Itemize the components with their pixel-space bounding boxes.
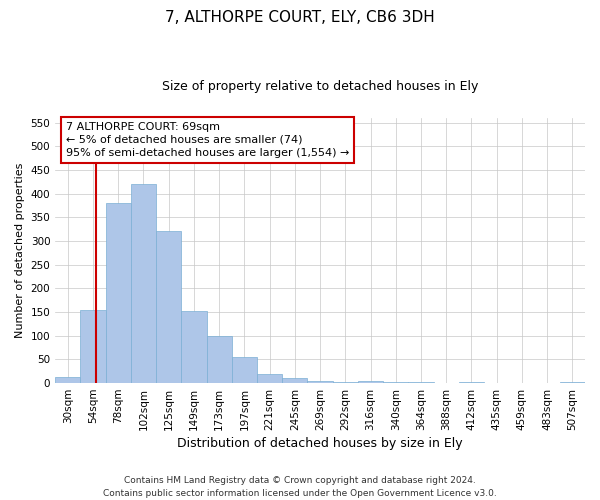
Bar <box>459 382 484 383</box>
Bar <box>332 382 358 383</box>
Bar <box>232 357 257 383</box>
Bar <box>181 311 206 383</box>
Bar <box>282 378 307 383</box>
Text: 7 ALTHORPE COURT: 69sqm
← 5% of detached houses are smaller (74)
95% of semi-det: 7 ALTHORPE COURT: 69sqm ← 5% of detached… <box>66 122 349 158</box>
Bar <box>106 203 131 383</box>
Title: Size of property relative to detached houses in Ely: Size of property relative to detached ho… <box>162 80 478 93</box>
Bar <box>206 336 232 383</box>
Bar <box>560 382 585 383</box>
Bar <box>156 232 181 383</box>
X-axis label: Distribution of detached houses by size in Ely: Distribution of detached houses by size … <box>177 437 463 450</box>
Bar <box>307 380 332 383</box>
Bar <box>358 380 383 383</box>
Y-axis label: Number of detached properties: Number of detached properties <box>15 162 25 338</box>
Bar <box>55 378 80 383</box>
Bar <box>409 382 434 383</box>
Bar <box>131 184 156 383</box>
Text: 7, ALTHORPE COURT, ELY, CB6 3DH: 7, ALTHORPE COURT, ELY, CB6 3DH <box>165 10 435 25</box>
Bar <box>80 310 106 383</box>
Bar <box>383 382 409 383</box>
Text: Contains HM Land Registry data © Crown copyright and database right 2024.
Contai: Contains HM Land Registry data © Crown c… <box>103 476 497 498</box>
Bar <box>257 374 282 383</box>
